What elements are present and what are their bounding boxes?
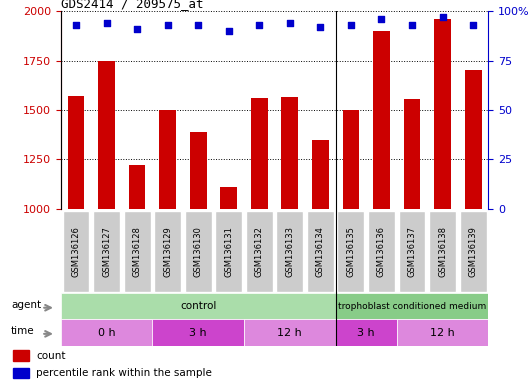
Bar [373, 31, 390, 209]
FancyBboxPatch shape [368, 210, 395, 292]
FancyBboxPatch shape [154, 210, 181, 292]
Bar [13, 350, 29, 361]
Bar [281, 97, 298, 209]
FancyBboxPatch shape [185, 210, 212, 292]
Bar [312, 140, 329, 209]
Bar [251, 98, 268, 209]
Text: GDS2414 / 209575_at: GDS2414 / 209575_at [61, 0, 203, 10]
Text: GSM136131: GSM136131 [224, 226, 233, 276]
FancyBboxPatch shape [124, 210, 150, 292]
FancyBboxPatch shape [460, 210, 487, 292]
Bar [190, 132, 206, 209]
Bar [13, 368, 29, 378]
Point [224, 28, 233, 34]
Bar [336, 319, 397, 346]
Bar [403, 99, 420, 209]
Bar [129, 166, 146, 209]
Bar [397, 319, 488, 346]
Point [469, 22, 477, 28]
Text: GSM136133: GSM136133 [285, 226, 294, 276]
Text: GSM136132: GSM136132 [255, 226, 264, 276]
Text: GSM136135: GSM136135 [346, 226, 355, 276]
Point [408, 22, 416, 28]
Text: 3 h: 3 h [190, 328, 207, 338]
Bar [244, 319, 336, 346]
Bar [220, 187, 237, 209]
Text: GSM136136: GSM136136 [377, 226, 386, 276]
Bar [61, 293, 336, 319]
FancyBboxPatch shape [337, 210, 364, 292]
Point [438, 14, 447, 20]
Bar [434, 19, 451, 209]
FancyBboxPatch shape [399, 210, 426, 292]
Text: GSM136130: GSM136130 [194, 226, 203, 276]
Bar [153, 319, 244, 346]
Point [347, 22, 355, 28]
Text: GSM136127: GSM136127 [102, 226, 111, 276]
FancyBboxPatch shape [246, 210, 273, 292]
FancyBboxPatch shape [62, 210, 89, 292]
Text: GSM136138: GSM136138 [438, 226, 447, 276]
Text: 0 h: 0 h [98, 328, 115, 338]
FancyBboxPatch shape [307, 210, 334, 292]
Point [194, 22, 202, 28]
Text: count: count [36, 351, 66, 361]
Point [255, 22, 263, 28]
Point [72, 22, 80, 28]
Bar [98, 61, 115, 209]
Text: time: time [11, 326, 34, 336]
Bar [159, 110, 176, 209]
Bar [68, 96, 84, 209]
FancyBboxPatch shape [215, 210, 242, 292]
Point [164, 22, 172, 28]
Text: GSM136129: GSM136129 [163, 226, 172, 276]
Text: trophoblast conditioned medium: trophoblast conditioned medium [338, 302, 486, 311]
Text: 12 h: 12 h [430, 328, 455, 338]
Point [102, 20, 111, 26]
Text: GSM136128: GSM136128 [133, 226, 142, 276]
Point [377, 16, 385, 22]
Bar [61, 319, 153, 346]
Text: control: control [180, 301, 216, 311]
Point [286, 20, 294, 26]
Bar [343, 110, 360, 209]
Text: 12 h: 12 h [277, 328, 302, 338]
Point [133, 26, 142, 32]
Bar [336, 293, 488, 319]
FancyBboxPatch shape [93, 210, 120, 292]
Text: GSM136126: GSM136126 [71, 226, 80, 276]
Text: 3 h: 3 h [357, 328, 375, 338]
Point [316, 24, 325, 30]
FancyBboxPatch shape [276, 210, 303, 292]
Text: GSM136137: GSM136137 [408, 226, 417, 276]
Bar [465, 70, 482, 209]
Text: GSM136139: GSM136139 [469, 226, 478, 276]
Text: percentile rank within the sample: percentile rank within the sample [36, 368, 212, 378]
Text: agent: agent [11, 300, 41, 310]
Text: GSM136134: GSM136134 [316, 226, 325, 276]
FancyBboxPatch shape [429, 210, 456, 292]
